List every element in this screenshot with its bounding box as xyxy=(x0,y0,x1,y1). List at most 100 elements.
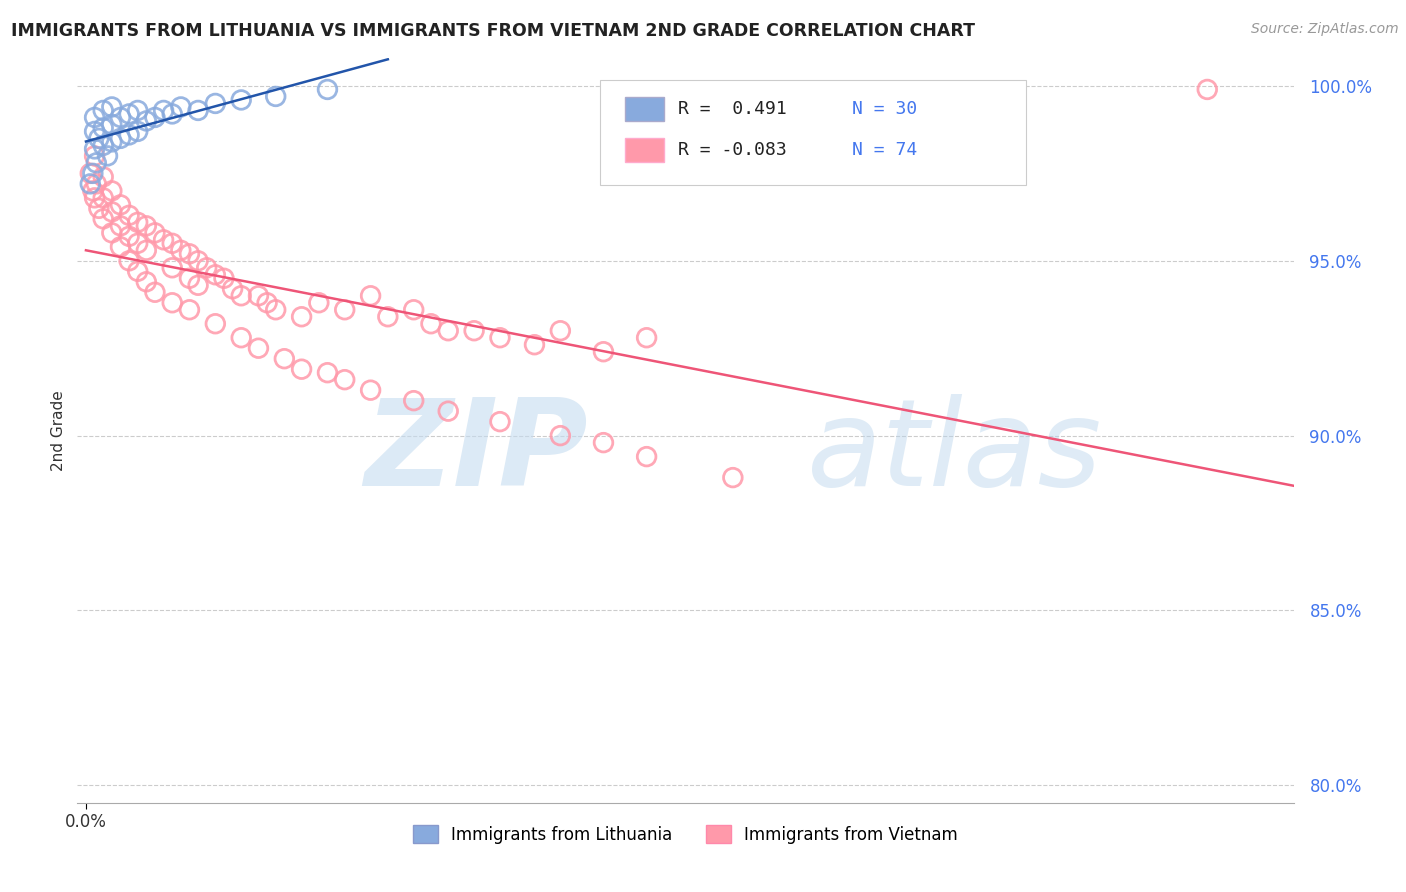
Point xyxy=(204,317,226,331)
Legend: Immigrants from Lithuania, Immigrants from Vietnam: Immigrants from Lithuania, Immigrants fr… xyxy=(406,819,965,850)
Point xyxy=(79,177,101,191)
Point xyxy=(179,302,201,317)
Text: N = 30: N = 30 xyxy=(852,100,917,118)
Text: Source: ZipAtlas.com: Source: ZipAtlas.com xyxy=(1251,22,1399,37)
Point xyxy=(110,219,132,233)
Point xyxy=(91,138,114,153)
Point xyxy=(333,302,356,317)
Text: R =  0.491: R = 0.491 xyxy=(678,100,787,118)
Point xyxy=(87,131,110,145)
Point xyxy=(550,324,572,338)
Point xyxy=(118,253,141,268)
Point xyxy=(110,240,132,254)
Point xyxy=(143,111,166,125)
Point xyxy=(256,295,278,310)
Point xyxy=(160,236,183,251)
Point xyxy=(160,295,183,310)
Point xyxy=(247,289,270,303)
Point xyxy=(204,268,226,282)
Point xyxy=(110,198,132,212)
Point xyxy=(101,135,124,149)
Point xyxy=(489,331,512,345)
Point xyxy=(360,289,382,303)
Point xyxy=(721,470,744,484)
Point xyxy=(187,103,209,118)
Point xyxy=(1197,82,1219,96)
Point xyxy=(437,404,460,418)
Point xyxy=(264,302,287,317)
Point xyxy=(127,264,149,278)
Point xyxy=(291,310,314,324)
Point xyxy=(308,295,330,310)
Point xyxy=(437,324,460,338)
Point xyxy=(592,344,614,359)
Bar xyxy=(624,96,664,120)
Point xyxy=(127,236,149,251)
Point xyxy=(170,244,193,258)
Point xyxy=(550,428,572,442)
Point xyxy=(135,275,157,289)
Point xyxy=(83,124,105,138)
Point xyxy=(195,260,218,275)
Point xyxy=(179,271,201,285)
Point xyxy=(91,211,114,226)
Point xyxy=(170,100,193,114)
Point xyxy=(91,120,114,135)
Point xyxy=(101,204,124,219)
Point xyxy=(402,393,425,408)
Point xyxy=(83,111,105,125)
Point xyxy=(316,82,339,96)
Point xyxy=(101,226,124,240)
Point xyxy=(87,202,110,216)
Point xyxy=(152,103,174,118)
FancyBboxPatch shape xyxy=(600,80,1026,185)
Point xyxy=(118,107,141,121)
Point xyxy=(83,191,105,205)
Point xyxy=(402,302,425,317)
Point xyxy=(273,351,295,366)
Point xyxy=(110,131,132,145)
Point xyxy=(231,331,253,345)
Point xyxy=(143,226,166,240)
Point xyxy=(83,142,105,156)
Point xyxy=(82,166,104,180)
Point xyxy=(264,89,287,103)
Text: N = 74: N = 74 xyxy=(852,141,917,159)
Point xyxy=(187,278,209,293)
Point xyxy=(179,247,201,261)
Point xyxy=(187,253,209,268)
Text: R = -0.083: R = -0.083 xyxy=(678,141,787,159)
Point xyxy=(212,271,235,285)
Point xyxy=(135,114,157,128)
Point xyxy=(463,324,485,338)
Point xyxy=(83,149,105,163)
Text: ZIP: ZIP xyxy=(364,394,588,511)
Point xyxy=(118,128,141,142)
Y-axis label: 2nd Grade: 2nd Grade xyxy=(51,390,66,471)
Point xyxy=(291,362,314,376)
Point xyxy=(420,317,443,331)
Point xyxy=(143,285,166,300)
Point xyxy=(127,215,149,229)
Point xyxy=(231,93,253,107)
Point xyxy=(127,103,149,118)
Point xyxy=(118,229,141,244)
Point xyxy=(82,184,104,198)
Point xyxy=(316,366,339,380)
Text: IMMIGRANTS FROM LITHUANIA VS IMMIGRANTS FROM VIETNAM 2ND GRADE CORRELATION CHART: IMMIGRANTS FROM LITHUANIA VS IMMIGRANTS … xyxy=(11,22,976,40)
Point xyxy=(152,233,174,247)
Point xyxy=(91,191,114,205)
Point xyxy=(592,435,614,450)
Point xyxy=(160,260,183,275)
Point xyxy=(636,450,658,464)
Point xyxy=(231,289,253,303)
Point xyxy=(377,310,399,324)
Point xyxy=(160,107,183,121)
Point xyxy=(110,111,132,125)
Point xyxy=(101,100,124,114)
Point xyxy=(204,96,226,111)
Point xyxy=(118,208,141,222)
Point xyxy=(360,383,382,397)
Point xyxy=(135,244,157,258)
Point xyxy=(84,156,107,170)
